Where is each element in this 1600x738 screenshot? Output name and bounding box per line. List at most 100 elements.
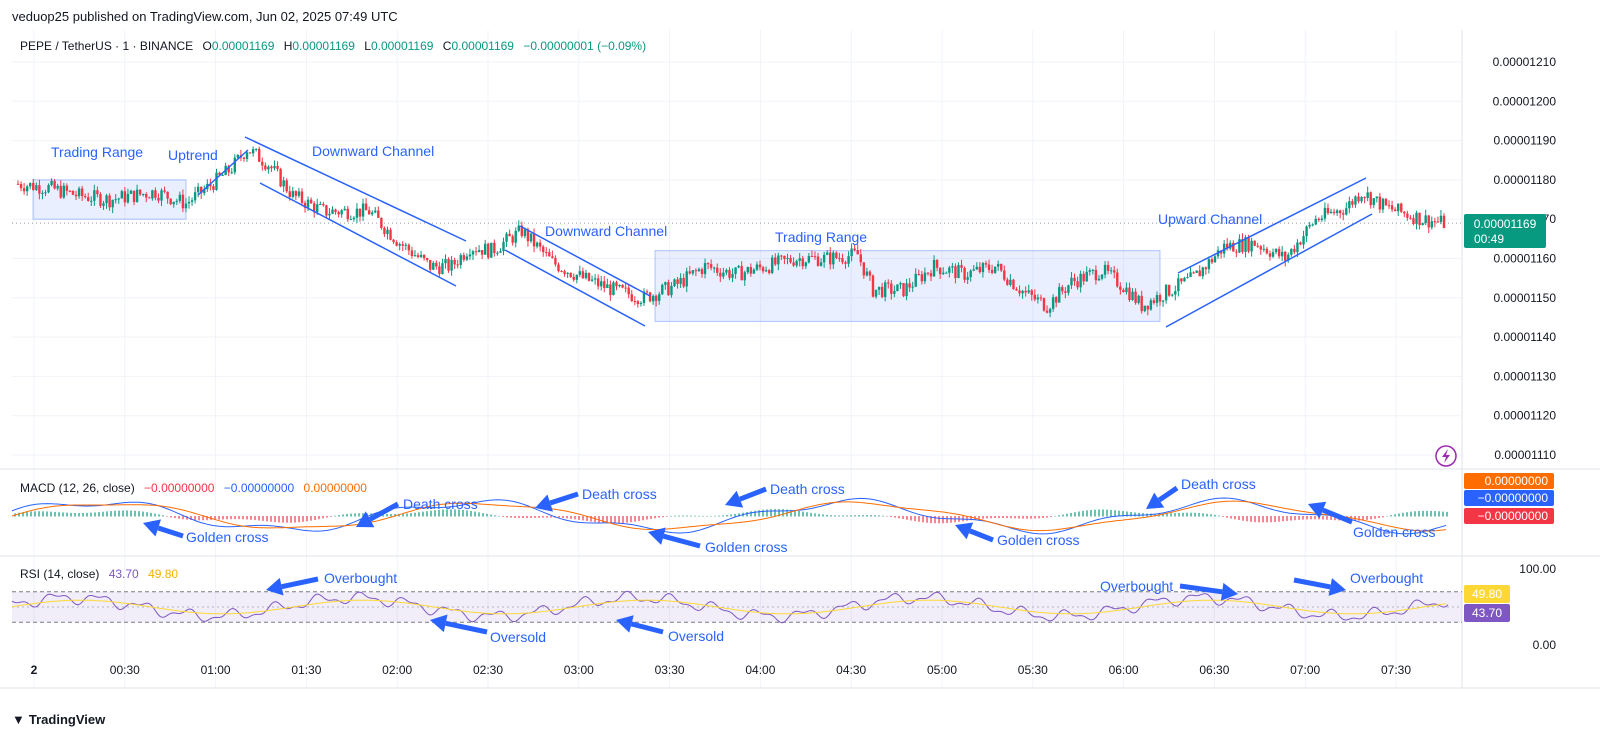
- candle-body: [258, 148, 261, 162]
- macd-histogram-bar: [1074, 512, 1076, 517]
- candle-body: [764, 270, 768, 272]
- macd-histogram-bar: [862, 514, 864, 517]
- candle-body: [1213, 256, 1217, 263]
- macd-label[interactable]: MACD (12, 26, close): [20, 481, 135, 495]
- candle-body: [1113, 270, 1116, 273]
- candle-body: [1329, 211, 1333, 214]
- macd-line-value: −0.00000000: [223, 481, 295, 495]
- macd-histogram-bar: [242, 516, 244, 520]
- macd-histogram-bar: [30, 511, 32, 517]
- candle-body: [1167, 284, 1171, 296]
- candle-body: [1003, 270, 1006, 280]
- candle-body: [1271, 252, 1275, 257]
- macd-histogram-bar: [702, 515, 704, 517]
- candle-body: [896, 284, 899, 292]
- candle-body: [706, 263, 710, 265]
- candle-body: [392, 239, 395, 243]
- symbol-name[interactable]: PEPE / TetherUS · 1 · BINANCE: [20, 39, 194, 53]
- price-tick-label: 0.00001120: [1493, 409, 1556, 423]
- macd-histogram-bar: [542, 516, 544, 518]
- rsi-tick-100: 100.00: [1519, 562, 1556, 576]
- candle-body: [676, 279, 679, 284]
- macd-histogram-bar: [1226, 516, 1228, 518]
- candle-body: [193, 192, 197, 201]
- macd-histogram-bar: [278, 516, 280, 523]
- candle-body: [56, 185, 59, 189]
- candle-body: [395, 242, 398, 246]
- candle-body: [1277, 248, 1281, 257]
- macd-histogram-bar: [470, 510, 472, 517]
- candle-body: [279, 168, 282, 187]
- macd-histogram-bar: [838, 515, 840, 517]
- macd-histogram-bar: [1054, 515, 1056, 517]
- candle-body: [752, 269, 756, 274]
- candle-body: [367, 210, 371, 215]
- macd-histogram-bar: [846, 515, 848, 517]
- macd-histogram-bar: [1278, 516, 1280, 522]
- macd-histogram-bar: [950, 516, 952, 523]
- macd-histogram-bar: [578, 516, 580, 520]
- arrow-head: [648, 527, 666, 545]
- candle-body: [377, 210, 380, 218]
- candle-body: [880, 286, 884, 298]
- macd-histogram-bar: [566, 516, 568, 519]
- macd-histogram-bar: [430, 510, 432, 517]
- candle-body: [508, 233, 511, 237]
- macd-histogram-bar: [194, 516, 196, 521]
- arrow-head: [535, 494, 554, 512]
- macd-tag: [1464, 508, 1554, 524]
- candle-body: [1317, 218, 1321, 220]
- macd-histogram-bar: [1162, 513, 1164, 517]
- time-tick-label: 05:00: [927, 663, 957, 677]
- candle-body: [767, 270, 771, 274]
- macd-histogram-bar: [1438, 511, 1440, 517]
- candle-body: [200, 186, 203, 194]
- candle-body: [267, 166, 270, 170]
- candle-body: [1253, 240, 1256, 246]
- candle-body: [1143, 305, 1146, 312]
- macd-histogram-bar: [1010, 516, 1012, 519]
- annotation-golden-cross-2-arrow: [648, 527, 701, 549]
- macd-histogram-bar: [166, 516, 168, 517]
- time-tick-label: 04:00: [745, 663, 775, 677]
- time-tick-label: 2: [31, 663, 38, 677]
- candle-body: [1375, 196, 1379, 199]
- macd-histogram-bar: [634, 516, 636, 522]
- macd-histogram-bar: [618, 516, 620, 524]
- rsi-label[interactable]: RSI (14, close): [20, 567, 100, 581]
- macd-histogram-bar: [218, 516, 220, 520]
- macd-histogram-bar: [498, 515, 500, 517]
- macd-histogram-bar: [678, 515, 680, 517]
- candle-body: [783, 255, 786, 259]
- candle-body: [242, 157, 246, 159]
- tradingview-logo[interactable]: ▼ TradingView: [12, 712, 105, 727]
- macd-histogram-bar: [258, 516, 260, 521]
- macd-histogram-bar: [718, 515, 720, 517]
- candle-body: [1018, 290, 1021, 294]
- candle-body: [801, 258, 804, 267]
- candle-body: [841, 258, 844, 263]
- macd-histogram-bar: [1050, 516, 1052, 518]
- candle-body: [520, 225, 524, 237]
- macd-histogram-bar: [142, 511, 144, 517]
- macd-histogram-bar: [758, 510, 760, 517]
- candle-body: [496, 252, 499, 254]
- macd-histogram-bar: [582, 516, 584, 521]
- macd-histogram-bar: [898, 516, 900, 519]
- tradingview-logo-icon: ▼: [12, 712, 25, 727]
- macd-histogram-bar: [966, 516, 968, 521]
- candle-body: [688, 271, 691, 274]
- candle-body: [374, 210, 377, 213]
- macd-tag: [1464, 490, 1554, 506]
- annotation-upward-channel: Upward Channel: [1158, 211, 1262, 227]
- candle-body: [337, 211, 340, 215]
- candle-body: [584, 272, 588, 279]
- candle-body: [190, 200, 194, 202]
- macd-histogram-bar: [646, 516, 648, 520]
- candle-body: [438, 266, 441, 274]
- arrow-head: [1328, 578, 1346, 596]
- macd-histogram-bar: [682, 515, 684, 517]
- candle-body: [743, 272, 746, 281]
- macd-histogram-bar: [794, 510, 796, 517]
